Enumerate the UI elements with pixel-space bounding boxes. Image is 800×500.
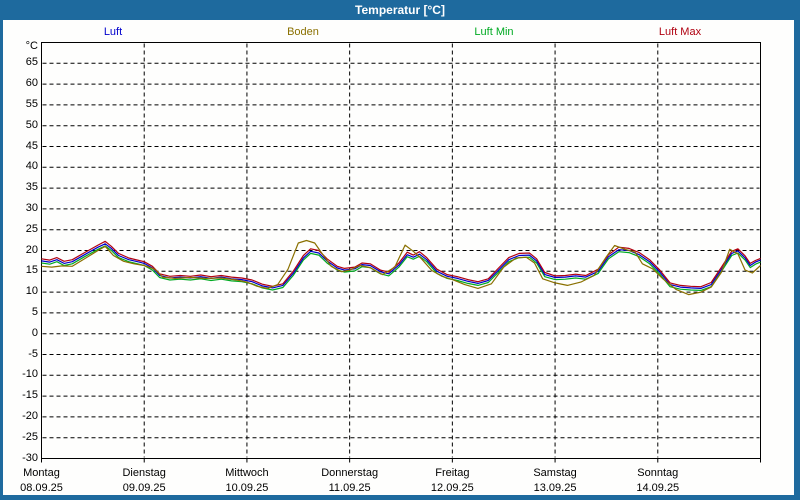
x-day-name: Samstag [533, 467, 577, 479]
x-day-name: Donnerstag [321, 467, 379, 479]
x-day-date: 13.09.25 [533, 482, 577, 494]
x-day-date: 12.09.25 [430, 482, 474, 494]
chart-panel [3, 20, 794, 495]
x-day-name: Sonntag [637, 467, 679, 479]
y-tick-label: -15 [22, 389, 38, 402]
x-day-label: Samstag 13.09.25 [504, 466, 606, 496]
y-tick-label: 20 [25, 243, 38, 256]
y-tick-label: -10 [22, 368, 38, 381]
x-day-name: Mittwoch [225, 467, 269, 479]
y-tick-label: 30 [25, 201, 38, 214]
y-tick-label: 25 [25, 222, 38, 235]
x-day-date: 09.09.25 [122, 482, 166, 494]
y-tick-label: 0 [31, 326, 38, 339]
x-day-label: Sonntag 14.09.25 [607, 466, 709, 496]
y-tick-label: 40 [25, 160, 38, 173]
y-tick-label: 35 [25, 181, 38, 194]
y-tick-label: -25 [22, 430, 38, 443]
y-tick-label: 55 [25, 97, 38, 110]
legend-item-luft-max: Luft Max [658, 26, 702, 38]
y-tick-label: 45 [25, 139, 38, 152]
x-day-name: Montag [23, 467, 60, 479]
x-day-date: 10.09.25 [225, 482, 269, 494]
y-tick-label: 10 [25, 285, 38, 298]
y-tick-label: 50 [25, 118, 38, 131]
x-day-label: Mittwoch 10.09.25 [196, 466, 298, 496]
x-day-label: Dienstag 09.09.25 [93, 466, 195, 496]
y-tick-label: 15 [25, 264, 38, 277]
window-title: Temperatur [°C] [355, 3, 445, 17]
y-axis-unit-label: °C [25, 40, 38, 52]
y-tick-label: -20 [22, 409, 38, 422]
y-tick-label: -30 [22, 451, 38, 464]
x-day-name: Freitag [435, 467, 470, 479]
x-day-date: 11.09.25 [328, 482, 371, 494]
plot-border [41, 42, 761, 459]
series-line-boden [41, 239, 761, 296]
window-title-bar: Temperatur [°C] [0, 0, 800, 20]
x-day-date: 08.09.25 [20, 482, 63, 494]
series-line-luft-min [41, 245, 761, 291]
series-line-luft-max [41, 240, 761, 288]
y-tick-label: 60 [25, 77, 38, 90]
x-day-name: Dienstag [122, 467, 166, 479]
legend-item-boden: Boden [287, 26, 319, 38]
y-tick-label: -5 [28, 347, 38, 360]
x-day-label: Freitag 12.09.25 [401, 466, 503, 496]
x-day-label: Donnerstag 11.09.25 [299, 466, 401, 496]
legend-item-luft-min: Luft Min [474, 26, 514, 38]
x-day-label: Montag 08.09.25 [0, 466, 93, 496]
legend-item-luft: Luft [103, 26, 123, 38]
y-tick-label: 65 [25, 56, 38, 69]
x-day-date: 14.09.25 [636, 482, 680, 494]
y-tick-label: 5 [31, 305, 38, 318]
